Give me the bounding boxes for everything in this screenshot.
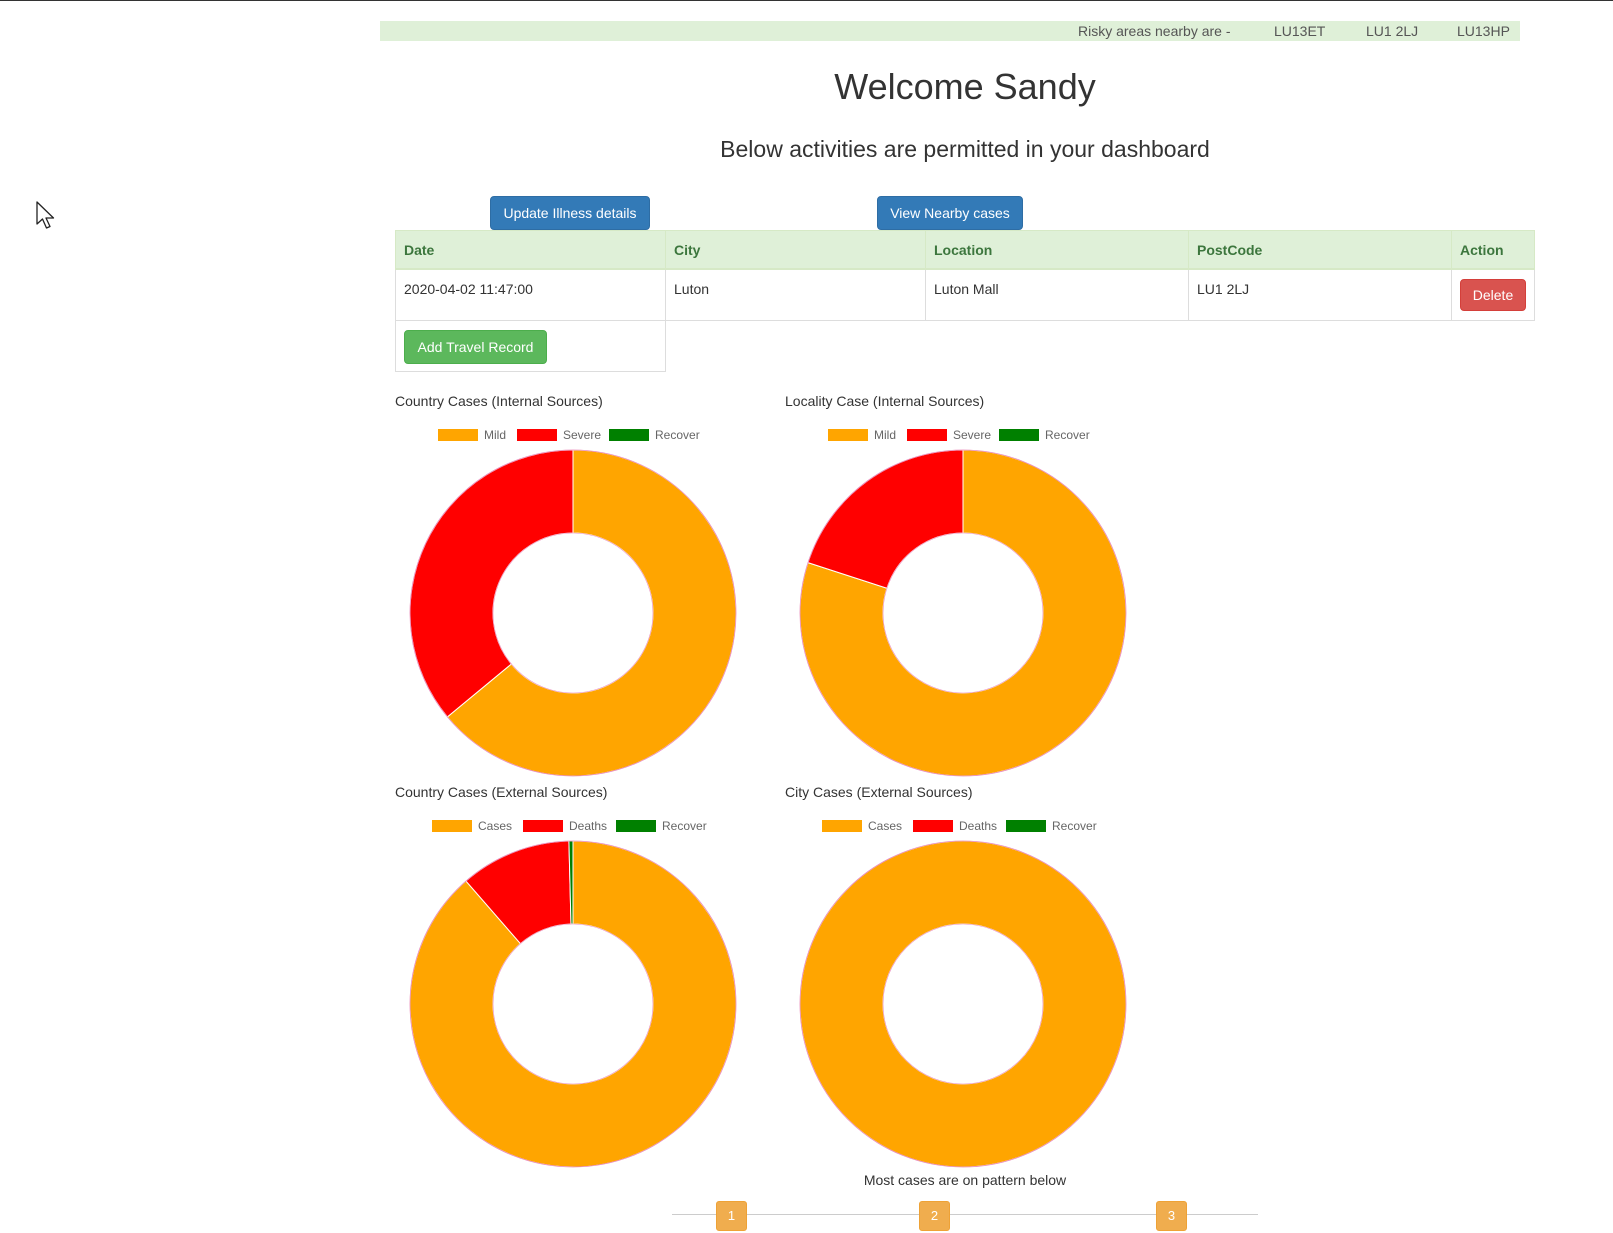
welcome-heading: Welcome Sandy bbox=[834, 66, 1096, 107]
cell-city-text: Luton bbox=[674, 281, 710, 297]
pattern-step-2[interactable]: 2 bbox=[919, 1201, 950, 1231]
slice-severe bbox=[409, 449, 574, 718]
chart-title-country-external: Country Cases (External Sources) bbox=[395, 784, 608, 800]
column-header-date: Date bbox=[395, 230, 666, 270]
mouse-cursor-icon bbox=[36, 201, 55, 229]
donut-inner-outline bbox=[492, 532, 654, 694]
view-nearby-cases-button[interactable]: View Nearby cases bbox=[877, 196, 1023, 230]
chart-title-country-internal: Country Cases (Internal Sources) bbox=[395, 393, 603, 409]
chart-title-locality-internal: Locality Case (Internal Sources) bbox=[785, 393, 985, 409]
cell-postcode-text: LU1 2LJ bbox=[1197, 281, 1250, 297]
legend-swatch-recover bbox=[1006, 820, 1046, 832]
travel-records-table: Date City Location PostCode Action 2020-… bbox=[395, 230, 1535, 372]
pattern-caption: Most cases are on pattern below bbox=[863, 1172, 1067, 1188]
cell-date-text: 2020-04-02 11:47:00 bbox=[404, 281, 533, 297]
donut-outline bbox=[409, 449, 737, 777]
donut-outline bbox=[799, 449, 1127, 777]
update-illness-button[interactable]: Update Illness details bbox=[490, 196, 650, 230]
pattern-step-line bbox=[672, 1214, 1258, 1215]
legend-label-severe: Severe bbox=[953, 428, 992, 442]
donut-chart-country-internal bbox=[409, 449, 737, 777]
legend-swatch-mild bbox=[828, 429, 868, 441]
risky-area-1: LU13ET bbox=[1274, 23, 1326, 39]
legend-swatch-cases bbox=[432, 820, 472, 832]
chart-title-city-external: City Cases (External Sources) bbox=[785, 784, 973, 800]
legend-swatch-cases bbox=[822, 820, 862, 832]
legend-label-mild: Mild bbox=[874, 428, 897, 442]
add-travel-record-button[interactable]: Add Travel Record bbox=[404, 330, 547, 364]
empty-cell bbox=[665, 320, 1535, 372]
pattern-step-1[interactable]: 1 bbox=[716, 1201, 747, 1231]
cell-action: Delete bbox=[1451, 268, 1535, 321]
column-header-action: Action bbox=[1451, 230, 1535, 270]
legend-label-recover: Recover bbox=[662, 819, 707, 833]
cell-date: 2020-04-02 11:47:00 bbox=[395, 268, 666, 321]
legend-swatch-severe bbox=[517, 429, 557, 441]
column-header-location: Location bbox=[925, 230, 1189, 270]
dashboard-subtitle: Below activities are permitted in your d… bbox=[720, 136, 1210, 162]
legend-swatch-mild bbox=[438, 429, 478, 441]
column-header-city: City bbox=[665, 230, 926, 270]
slice-severe bbox=[807, 449, 964, 589]
cell-add-record: Add Travel Record bbox=[395, 320, 666, 372]
donut-chart-city-external bbox=[799, 840, 1127, 1168]
donut-outline bbox=[409, 840, 737, 1168]
legend-label-severe: Severe bbox=[563, 428, 602, 442]
donut-inner-outline bbox=[492, 923, 654, 1085]
risky-area-3: LU13HP bbox=[1457, 23, 1510, 39]
legend-swatch-severe bbox=[907, 429, 947, 441]
legend-label-cases: Cases bbox=[868, 819, 903, 833]
donut-chart-locality-internal bbox=[799, 449, 1127, 777]
legend-swatch-deaths bbox=[913, 820, 953, 832]
top-border bbox=[0, 0, 1613, 1]
donut-inner-outline bbox=[882, 532, 1044, 694]
legend-swatch-deaths bbox=[523, 820, 563, 832]
legend-label-cases: Cases bbox=[478, 819, 513, 833]
legend-swatch-recover bbox=[616, 820, 656, 832]
donut-outline bbox=[799, 840, 1127, 1168]
legend-label-mild: Mild bbox=[484, 428, 507, 442]
add-record-row: Add Travel Record bbox=[395, 320, 1535, 372]
legend-swatch-recover bbox=[999, 429, 1039, 441]
risky-areas-label: Risky areas nearby are - bbox=[1078, 23, 1231, 39]
cell-location-text: Luton Mall bbox=[934, 281, 999, 297]
legend-swatch-recover bbox=[609, 429, 649, 441]
pattern-step-3[interactable]: 3 bbox=[1156, 1201, 1187, 1231]
table-header-row: Date City Location PostCode Action bbox=[395, 230, 1535, 270]
table-row: 2020-04-02 11:47:00 Luton Luton Mall LU1… bbox=[395, 268, 1535, 321]
legend-label-deaths: Deaths bbox=[959, 819, 998, 833]
cell-city: Luton bbox=[665, 268, 926, 321]
cell-location: Luton Mall bbox=[925, 268, 1189, 321]
legend-label-recover: Recover bbox=[1052, 819, 1097, 833]
risky-area-2: LU1 2LJ bbox=[1366, 23, 1419, 39]
donut-chart-country-external bbox=[409, 840, 737, 1168]
slice-cases bbox=[799, 840, 1127, 1168]
risky-areas-bar: Risky areas nearby are - LU13ET LU1 2LJ … bbox=[380, 21, 1520, 41]
delete-record-button[interactable]: Delete bbox=[1460, 279, 1526, 311]
legend-label-recover: Recover bbox=[1045, 428, 1090, 442]
donut-inner-outline bbox=[882, 923, 1044, 1085]
cell-postcode: LU1 2LJ bbox=[1188, 268, 1452, 321]
column-header-postcode: PostCode bbox=[1188, 230, 1452, 270]
legend-label-deaths: Deaths bbox=[569, 819, 608, 833]
legend-label-recover: Recover bbox=[655, 428, 700, 442]
